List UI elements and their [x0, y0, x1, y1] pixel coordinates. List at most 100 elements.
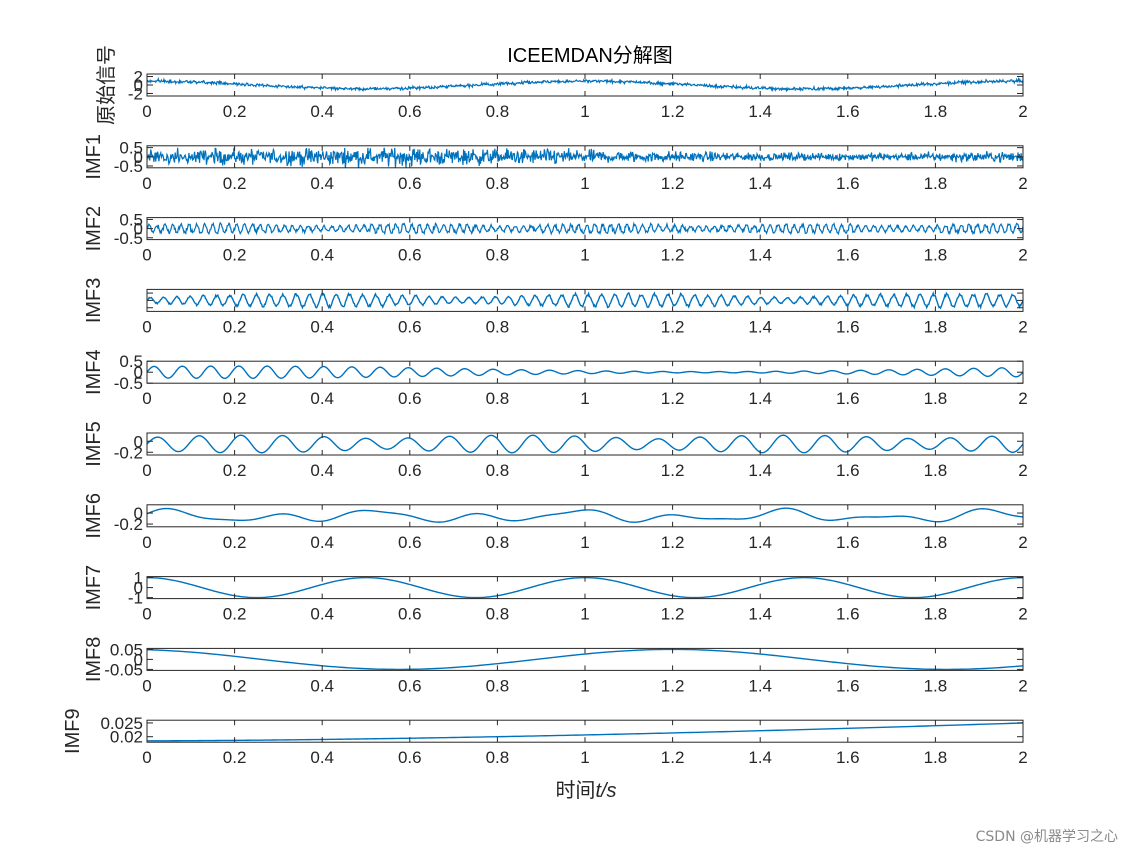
x-tick-label: 2 [1018, 246, 1027, 265]
y-tick-label: 0 [134, 363, 143, 382]
x-tick-label: 1.4 [748, 174, 772, 193]
x-tick-label: 0 [142, 317, 151, 336]
y-tick-label: 2 [134, 68, 143, 87]
x-tick-label: 0.4 [310, 605, 334, 624]
x-tick-label: 1.2 [661, 102, 685, 121]
x-tick-label: 1.8 [924, 676, 948, 695]
x-tick-label: 0.2 [223, 605, 247, 624]
x-tick-label: 0.2 [223, 102, 247, 121]
x-tick-label: 1 [580, 461, 589, 480]
y-tick-label: 0 [134, 579, 143, 598]
y-tick-label: 1 [134, 569, 143, 588]
y-tick-label: 0.02 [110, 728, 143, 747]
x-tick-label: 2 [1018, 605, 1027, 624]
x-tick-label: 2 [1018, 389, 1027, 408]
series-line-6 [147, 434, 1023, 454]
x-tick-label: 0.2 [223, 676, 247, 695]
x-tick-label: 0.6 [398, 533, 422, 552]
x-tick-label: 0.6 [398, 389, 422, 408]
y-axis-label: IMF1 [83, 134, 105, 180]
x-tick-label: 1.6 [836, 748, 860, 767]
y-tick-label: -0.2 [114, 515, 143, 534]
watermark: CSDN @机器学习之心 [975, 829, 1118, 845]
subplot-6: 0 0.2 0.4 0.6 0.8 1 1.2 1.4 1.6 1.8 2 0-0.2 IMF5 [83, 421, 1028, 480]
x-tick-label: 0 [142, 748, 151, 767]
x-tick-label: 2 [1018, 748, 1027, 767]
subplot-4: 0 0.2 0.4 0.6 0.8 1 1.2 1.4 1.6 1.8 2 IMF3 [83, 278, 1028, 337]
x-tick-label: 1.6 [836, 389, 860, 408]
x-tick-label: 0 [142, 246, 151, 265]
x-tick-label: 0 [142, 461, 151, 480]
series-line-9 [147, 648, 1023, 671]
chart-title: ICEEMDAN分解图 [507, 44, 673, 67]
x-tick-label: 0.8 [486, 102, 510, 121]
y-tick-label: -0.05 [104, 660, 143, 679]
y-tick-label: -0.5 [114, 157, 143, 176]
x-tick-label: 0.4 [310, 461, 334, 480]
y-tick-label: 0 [134, 76, 143, 95]
x-tick-label: 0.4 [310, 676, 334, 695]
x-tick-label: 1.8 [924, 246, 948, 265]
x-tick-label: 1.8 [924, 533, 948, 552]
x-tick-label: 1 [580, 389, 589, 408]
x-tick-label: 0.2 [223, 246, 247, 265]
x-tick-label: 1 [580, 102, 589, 121]
x-tick-label: 1.4 [748, 389, 772, 408]
x-tick-label: 1.2 [661, 174, 685, 193]
x-tick-label: 0.6 [398, 676, 422, 695]
x-tick-label: 0 [142, 605, 151, 624]
y-axis-label: IMF7 [83, 565, 105, 611]
x-tick-label: 0 [142, 389, 151, 408]
x-tick-label: 1.6 [836, 174, 860, 193]
y-tick-label: 0 [134, 220, 143, 239]
series-line-1 [147, 76, 1023, 93]
x-axis-label: 时间t/s [555, 779, 616, 802]
x-tick-label: 1.6 [836, 533, 860, 552]
series-line-2 [147, 147, 1023, 168]
x-tick-label: 1.2 [661, 605, 685, 624]
x-tick-label: 1 [580, 174, 589, 193]
x-tick-label: 0.8 [486, 605, 510, 624]
x-tick-label: 1 [580, 246, 589, 265]
x-tick-label: 0.8 [486, 317, 510, 336]
series-line-10 [147, 722, 1023, 742]
x-tick-label: 0.8 [486, 748, 510, 767]
x-tick-label: 1 [580, 676, 589, 695]
x-tick-label: 1.2 [661, 748, 685, 767]
x-tick-label: 2 [1018, 461, 1027, 480]
y-axis-label: 原始信号 [95, 45, 118, 125]
x-tick-label: 0.6 [398, 605, 422, 624]
x-tick-label: 0.6 [398, 102, 422, 121]
x-tick-label: 2 [1018, 174, 1027, 193]
subplot-9: 0 0.2 0.4 0.6 0.8 1 1.2 1.4 1.6 1.8 20.050-0.05IMF… [83, 637, 1028, 696]
x-tick-label: 0.4 [310, 389, 334, 408]
x-tick-label: 0.8 [486, 676, 510, 695]
x-tick-label: 1.2 [661, 533, 685, 552]
x-tick-label: 1.2 [661, 317, 685, 336]
x-tick-label: 1.8 [924, 461, 948, 480]
x-tick-label: 1.6 [836, 102, 860, 121]
y-tick-label: 0.5 [119, 139, 143, 158]
x-tick-label: 1.4 [748, 461, 772, 480]
x-tick-label: 0 [142, 102, 151, 121]
x-tick-label: 0.4 [310, 317, 334, 336]
x-tick-label: 0.4 [310, 102, 334, 121]
x-tick-label: 1.8 [924, 102, 948, 121]
y-axis-label: IMF6 [83, 493, 105, 539]
x-tick-label: 1.4 [748, 676, 772, 695]
x-tick-label: 1.8 [924, 605, 948, 624]
x-tick-label: 1.6 [836, 605, 860, 624]
x-tick-label: 1.2 [661, 461, 685, 480]
x-tick-label: 1.4 [748, 317, 772, 336]
x-tick-label: 1.6 [836, 246, 860, 265]
x-tick-label: 1 [580, 748, 589, 767]
y-tick-label: 0.5 [119, 210, 143, 229]
x-tick-label: 0.2 [223, 389, 247, 408]
x-tick-label: 1.8 [924, 317, 948, 336]
x-tick-label: 0.6 [398, 461, 422, 480]
